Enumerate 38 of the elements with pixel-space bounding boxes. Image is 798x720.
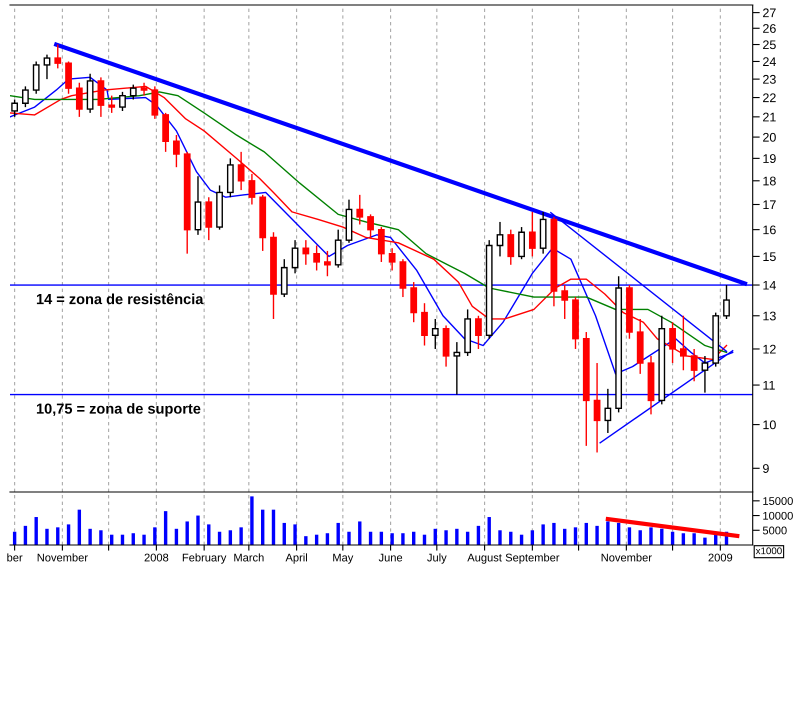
x-tick-label: November [38, 553, 88, 562]
x-tick-label: August [467, 554, 502, 564]
ref-line-label: 14 = zona de resistência [36, 293, 204, 304]
y-tick-label: 9 [763, 464, 769, 473]
y-tick-label: 25 [763, 40, 776, 50]
y-tick-label: 16 [763, 225, 776, 234]
y-tick-label: 10000 [763, 512, 793, 520]
x-tick-label: April [286, 553, 307, 564]
x-tick-label: 2008 [144, 554, 168, 562]
x-tick-label: ber [7, 553, 22, 562]
y-tick-label: 23 [763, 74, 776, 84]
y-tick-label: 5000 [762, 526, 787, 534]
ref-line-label: 10,75 = zona de suporte [36, 403, 200, 417]
y-axis-title: x1000 [756, 547, 782, 554]
y-tick-label: 21 [763, 112, 776, 122]
y-tick-label: 20 [763, 132, 776, 142]
x-tick-label: March [234, 553, 264, 562]
y-tick-label: 12 [763, 344, 776, 354]
y-tick-label: 15 [763, 252, 776, 262]
x-tick-label: February [182, 553, 226, 564]
x-tick-label: 2009 [708, 554, 732, 562]
x-tick-label: July [427, 553, 447, 564]
y-tick-label: 17 [763, 200, 776, 210]
x-tick-label: September [506, 553, 560, 564]
x-tick-label: May [333, 554, 354, 564]
y-tick-label: 27 [763, 8, 776, 18]
y-tick-label: 15000 [763, 497, 793, 505]
y-tick-label: 18 [763, 176, 776, 186]
y-tick-label: 26 [763, 24, 776, 33]
x-tick-label: June [378, 554, 402, 562]
y-tick-label: 24 [763, 57, 776, 66]
y-tick-label: 19 [763, 154, 776, 164]
y-tick-label: 13 [763, 312, 776, 320]
x-tick-label: November [602, 553, 652, 562]
y-tick-label: 14 [763, 280, 776, 290]
y-tick-label: 22 [763, 93, 776, 102]
y-tick-label: 10 [763, 420, 776, 430]
y-tick-label: 11 [763, 380, 775, 390]
